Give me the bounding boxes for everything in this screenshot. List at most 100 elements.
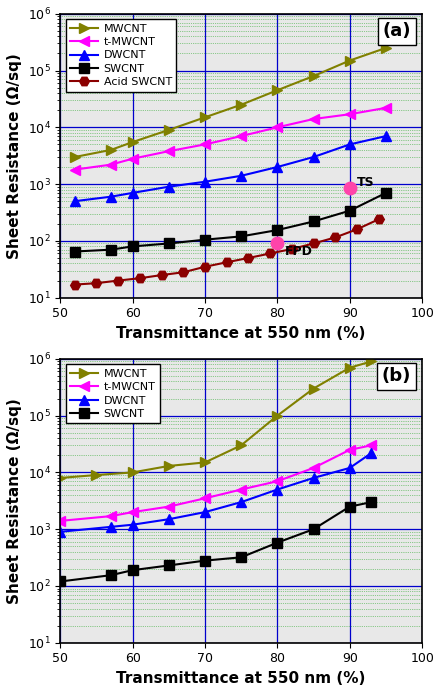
Line: DWCNT: DWCNT [56, 448, 376, 536]
t-MWCNT [202, 140, 208, 148]
t-MWCNT [311, 115, 316, 123]
SWCNT [275, 538, 280, 547]
DWCNT [383, 132, 389, 140]
SWCNT [369, 498, 374, 507]
t-MWCNT [130, 508, 135, 516]
DWCNT [311, 474, 316, 482]
Legend: MWCNT, t-MWCNT, DWCNT, SWCNT: MWCNT, t-MWCNT, DWCNT, SWCNT [66, 365, 160, 423]
t-MWCNT [58, 517, 63, 525]
Acid SWCNT [376, 215, 381, 223]
X-axis label: Transmittance at 550 nm (%): Transmittance at 550 nm (%) [116, 326, 366, 341]
MWCNT [166, 125, 172, 134]
t-MWCNT [166, 147, 172, 155]
t-MWCNT [239, 132, 244, 140]
t-MWCNT [347, 446, 352, 454]
SWCNT [130, 243, 135, 251]
Line: t-MWCNT: t-MWCNT [56, 441, 376, 526]
Acid SWCNT [94, 279, 99, 288]
t-MWCNT [166, 502, 172, 511]
Text: FPD: FPD [277, 243, 313, 258]
t-MWCNT [383, 104, 389, 112]
DWCNT [239, 172, 244, 180]
Acid SWCNT [289, 245, 295, 253]
Acid SWCNT [181, 268, 186, 277]
t-MWCNT [130, 155, 135, 163]
Line: DWCNT: DWCNT [70, 131, 391, 206]
MWCNT [130, 468, 135, 477]
Text: TS: TS [350, 176, 374, 188]
SWCNT [130, 566, 135, 574]
MWCNT [72, 153, 77, 161]
MWCNT [275, 86, 280, 94]
Y-axis label: Sheet Resistance (Ω/sq): Sheet Resistance (Ω/sq) [7, 53, 22, 258]
DWCNT [369, 449, 374, 457]
MWCNT [275, 412, 280, 420]
MWCNT [130, 138, 135, 146]
DWCNT [311, 153, 316, 161]
SWCNT [108, 571, 114, 579]
MWCNT [383, 44, 389, 52]
SWCNT [166, 239, 172, 247]
t-MWCNT [275, 477, 280, 485]
DWCNT [166, 182, 172, 191]
t-MWCNT [108, 512, 114, 520]
t-MWCNT [239, 485, 244, 493]
MWCNT [347, 56, 352, 64]
DWCNT [166, 515, 172, 523]
Text: (b): (b) [382, 367, 411, 385]
MWCNT [311, 385, 316, 393]
MWCNT [369, 358, 374, 366]
DWCNT [202, 177, 208, 186]
SWCNT [347, 502, 352, 511]
SWCNT [72, 247, 77, 256]
DWCNT [108, 193, 114, 201]
MWCNT [202, 113, 208, 121]
Legend: MWCNT, t-MWCNT, DWCNT, SWCNT, Acid SWCNT: MWCNT, t-MWCNT, DWCNT, SWCNT, Acid SWCNT [66, 19, 176, 91]
t-MWCNT [311, 464, 316, 472]
Y-axis label: Sheet Resistance (Ω/sq): Sheet Resistance (Ω/sq) [7, 398, 22, 604]
SWCNT [383, 188, 389, 197]
Line: Acid SWCNT: Acid SWCNT [70, 214, 384, 290]
Acid SWCNT [116, 277, 121, 285]
SWCNT [166, 561, 172, 570]
SWCNT [275, 226, 280, 234]
Acid SWCNT [311, 239, 316, 247]
MWCNT [202, 458, 208, 466]
Line: t-MWCNT: t-MWCNT [70, 103, 391, 175]
DWCNT [347, 140, 352, 148]
Acid SWCNT [202, 263, 208, 271]
DWCNT [347, 464, 352, 472]
SWCNT [311, 218, 316, 226]
SWCNT [202, 556, 208, 565]
t-MWCNT [202, 494, 208, 502]
DWCNT [130, 520, 135, 529]
DWCNT [239, 498, 244, 507]
Acid SWCNT [224, 258, 229, 266]
X-axis label: Transmittance at 550 nm (%): Transmittance at 550 nm (%) [116, 671, 366, 686]
MWCNT [58, 474, 63, 482]
DWCNT [72, 197, 77, 205]
DWCNT [275, 485, 280, 493]
SWCNT [347, 207, 352, 215]
MWCNT [311, 72, 316, 80]
Acid SWCNT [246, 254, 251, 262]
t-MWCNT [347, 110, 352, 119]
Acid SWCNT [354, 225, 359, 234]
MWCNT [166, 462, 172, 470]
MWCNT [239, 441, 244, 450]
t-MWCNT [72, 166, 77, 174]
DWCNT [275, 163, 280, 171]
SWCNT [311, 525, 316, 534]
DWCNT [202, 508, 208, 516]
SWCNT [239, 232, 244, 240]
t-MWCNT [275, 123, 280, 132]
DWCNT [108, 523, 114, 531]
Acid SWCNT [72, 281, 77, 289]
SWCNT [108, 245, 114, 254]
SWCNT [58, 577, 63, 586]
Acid SWCNT [159, 271, 164, 279]
Line: MWCNT: MWCNT [70, 43, 391, 162]
DWCNT [58, 527, 63, 536]
MWCNT [239, 100, 244, 109]
Text: (a): (a) [383, 22, 411, 40]
